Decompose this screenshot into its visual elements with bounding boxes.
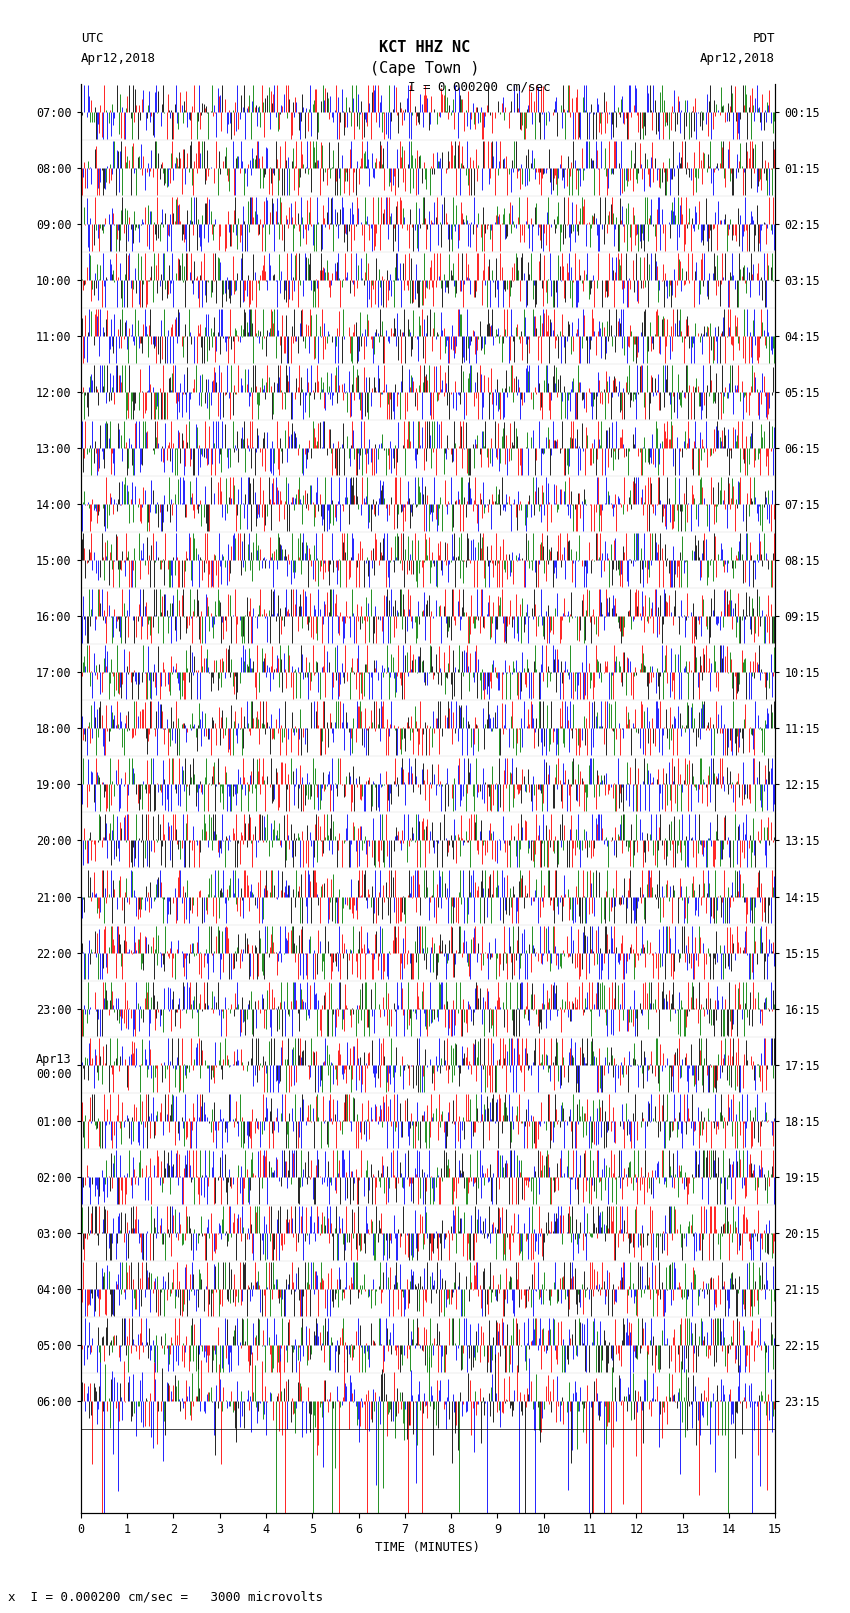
Text: (Cape Town ): (Cape Town ) [371,61,479,76]
Text: I = 0.000200 cm/sec: I = 0.000200 cm/sec [408,81,551,94]
Text: Apr12,2018: Apr12,2018 [700,52,775,65]
Text: Apr12,2018: Apr12,2018 [81,52,156,65]
Text: x  I = 0.000200 cm/sec =   3000 microvolts: x I = 0.000200 cm/sec = 3000 microvolts [8,1590,324,1603]
X-axis label: TIME (MINUTES): TIME (MINUTES) [376,1542,480,1555]
Text: KCT HHZ NC: KCT HHZ NC [379,40,471,55]
Text: UTC: UTC [81,32,103,45]
Text: PDT: PDT [753,32,775,45]
